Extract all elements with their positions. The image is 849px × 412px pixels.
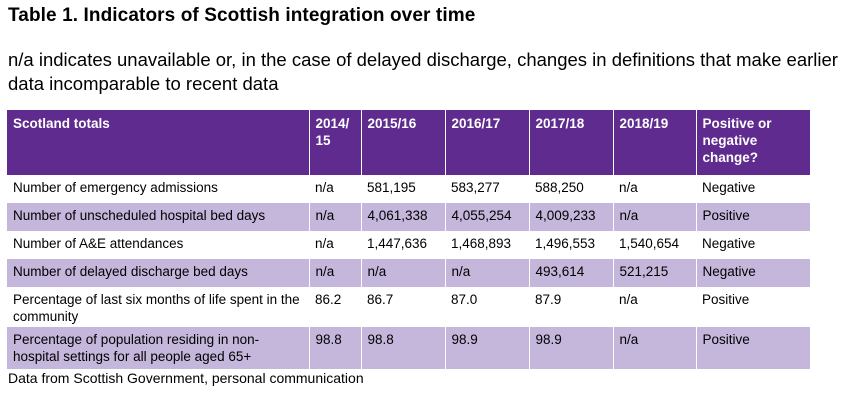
table-cell: 98.9 [444,327,529,369]
table-row: Number of emergency admissions n/a 581,1… [7,175,810,203]
table-cell: 521,215 [612,259,696,287]
table-cell: 581,195 [361,175,445,203]
table-cell: n/a [309,231,361,259]
table-cell: 493,614 [528,259,613,287]
column-header: 2016/17 [444,110,529,175]
table-cell: 86.7 [361,287,445,327]
table-cell: 87.9 [529,287,613,327]
table-subtitle: n/a indicates unavailable or, in the cas… [8,49,838,94]
table-cell: 588,250 [529,175,613,203]
table-title: Table 1. Indicators of Scottish integrat… [8,5,476,26]
table-cell: n/a [308,259,361,287]
table-row: Percentage of last six months of life sp… [7,287,810,327]
table-row: Number of A&E attendances n/a 1,447,636 … [7,231,810,259]
table-cell: 4,061,338 [360,203,445,231]
column-header: 2015/16 [360,110,445,175]
column-header: 2017/18 [528,110,613,175]
table-cell: n/a [444,259,529,287]
table-cell: 87.0 [445,287,529,327]
column-header: Positive or negative change? [695,110,810,175]
table-cell: 86.2 [309,287,361,327]
table-cell: Number of A&E attendances [7,231,309,259]
table-cell: 583,277 [445,175,529,203]
column-header: 2014/ 15 [308,110,361,175]
table-cell: 98.8 [308,327,361,369]
column-header: Scotland totals [7,110,309,175]
table-row: Number of unscheduled hospital bed days … [7,203,810,231]
table-cell: 4,055,254 [444,203,529,231]
table-cell: n/a [613,287,696,327]
table-cell: n/a [360,259,445,287]
table-cell: Number of emergency admissions [7,175,309,203]
table-cell: 1,540,654 [613,231,696,259]
table-cell: Negative [695,259,810,287]
indicators-table: Scotland totals 2014/ 15 2015/16 2016/17… [7,110,810,369]
table-cell: Negative [696,175,810,203]
table-cell: n/a [308,203,361,231]
table-cell: Positive [696,287,810,327]
table-cell: n/a [612,327,696,369]
table-cell: Number of delayed discharge bed days [7,259,309,287]
table-cell: 1,447,636 [361,231,445,259]
table-cell: Positive [695,203,810,231]
table-cell: n/a [613,175,696,203]
table-cell: 4,009,233 [528,203,613,231]
table-cell: Percentage of last six months of life sp… [7,287,309,327]
table-cell: Positive [695,327,810,369]
table-cell: Number of unscheduled hospital bed days [7,203,309,231]
table-cell: 1,468,893 [445,231,529,259]
column-header: 2018/19 [612,110,696,175]
table-cell: 1,496,553 [529,231,613,259]
table-cell: 98.8 [360,327,445,369]
table-cell: Negative [696,231,810,259]
table-row: Number of delayed discharge bed days n/a… [7,259,810,287]
table-cell: n/a [612,203,696,231]
table-row: Percentage of population residing in non… [7,327,810,369]
table-cell: 98.9 [528,327,613,369]
table-cell: Percentage of population residing in non… [7,327,309,369]
table-header-row: Scotland totals 2014/ 15 2015/16 2016/17… [7,110,810,175]
table-footnote: Data from Scottish Government, personal … [8,370,364,386]
table-cell: n/a [309,175,361,203]
